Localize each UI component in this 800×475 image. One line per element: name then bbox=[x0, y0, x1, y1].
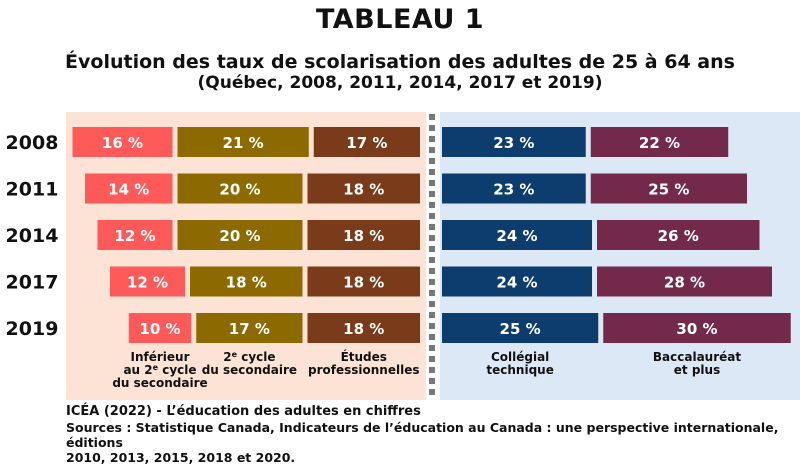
value-label-inf-2014: 12 % bbox=[114, 227, 155, 245]
category-label-col: Collégial technique bbox=[486, 350, 553, 377]
left-panel-background bbox=[66, 112, 426, 400]
value-label-pro-2008: 17 % bbox=[346, 134, 387, 152]
bar-sec-2011 bbox=[177, 173, 303, 204]
bar-inf-2014 bbox=[97, 220, 173, 250]
year-label-2019: 2019 bbox=[6, 318, 59, 340]
bar-sec-2017 bbox=[190, 266, 303, 297]
value-label-col-2011: 23 % bbox=[493, 181, 534, 199]
value-label-pro-2014: 18 % bbox=[343, 227, 384, 245]
bar-bac-2019 bbox=[603, 313, 791, 343]
footer-sources-line1: Sources : Statistique Canada, Indicateur… bbox=[66, 420, 779, 450]
value-label-sec-2008: 21 % bbox=[223, 134, 264, 152]
bar-bac-2014 bbox=[597, 220, 760, 250]
bar-inf-2019 bbox=[128, 313, 192, 343]
value-label-inf-2019: 10 % bbox=[139, 320, 180, 338]
value-label-bac-2019: 30 % bbox=[676, 320, 717, 338]
value-label-col-2019: 25 % bbox=[500, 320, 541, 338]
bar-col-2017 bbox=[442, 266, 592, 297]
value-label-pro-2011: 18 % bbox=[343, 181, 384, 199]
value-label-col-2014: 24 % bbox=[496, 227, 537, 245]
bar-sec-2014 bbox=[177, 220, 303, 250]
category-label-pro: Études professionnelles bbox=[308, 349, 420, 377]
value-label-inf-2011: 14 % bbox=[108, 181, 149, 199]
value-label-sec-2019: 17 % bbox=[229, 320, 270, 338]
chart-marks: 17 % 21 % 16 % 23 % 22 % 18 % 20 % 14 % 23 % 25 %… bbox=[72, 127, 791, 343]
value-label-pro-2019: 18 % bbox=[343, 320, 384, 338]
bar-sec-2019 bbox=[196, 313, 303, 343]
bar-pro-2011 bbox=[307, 173, 420, 204]
right-panel-background bbox=[440, 112, 800, 400]
value-label-sec-2011: 20 % bbox=[219, 181, 260, 199]
bar-col-2014 bbox=[442, 220, 592, 250]
bar-inf-2008 bbox=[72, 127, 173, 157]
value-label-sec-2017: 18 % bbox=[226, 274, 267, 292]
bar-bac-2011 bbox=[590, 173, 747, 204]
footer: ICÉA (2022) - L’éducation des adultes en… bbox=[66, 404, 796, 465]
bar-inf-2011 bbox=[85, 173, 173, 204]
bar-pro-2014 bbox=[307, 220, 420, 250]
value-label-bac-2008: 22 % bbox=[639, 134, 680, 152]
category-label-bac: Baccalauréat et plus bbox=[653, 350, 741, 377]
value-label-sec-2014: 20 % bbox=[219, 227, 260, 245]
bar-col-2019 bbox=[442, 313, 599, 343]
year-label-2017: 2017 bbox=[6, 272, 59, 294]
bar-bac-2017 bbox=[597, 266, 772, 297]
year-labels: 2008 2011 2014 2017 2019 bbox=[6, 132, 59, 340]
value-label-bac-2017: 28 % bbox=[664, 274, 705, 292]
chart-title: TABLEAU 1 bbox=[315, 4, 485, 35]
value-label-pro-2017: 18 % bbox=[343, 274, 384, 292]
bar-bac-2008 bbox=[590, 127, 729, 157]
category-label-inf: Inférieur au 2e cycle du secondaire bbox=[112, 350, 207, 390]
value-label-col-2017: 24 % bbox=[496, 274, 537, 292]
bar-pro-2017 bbox=[307, 266, 420, 297]
value-label-inf-2017: 12 % bbox=[127, 274, 168, 292]
bar-pro-2008 bbox=[313, 127, 420, 157]
bar-sec-2008 bbox=[177, 127, 309, 157]
chart-subtitle: Évolution des taux de scolarisation des … bbox=[65, 51, 735, 73]
bar-pro-2019 bbox=[307, 313, 420, 343]
chart-subtitle-period: (Québec, 2008, 2011, 2014, 2017 et 2019) bbox=[197, 73, 603, 93]
category-label-sec: 2e cycle du secondaire bbox=[202, 350, 297, 378]
footer-reference: ICÉA (2022) - L’éducation des adultes en… bbox=[66, 404, 421, 419]
value-label-bac-2011: 25 % bbox=[648, 181, 689, 199]
bar-col-2011 bbox=[442, 173, 586, 204]
footer-sources-line2: 2010, 2013, 2015, 2018 et 2020. bbox=[66, 450, 296, 465]
value-label-inf-2008: 16 % bbox=[102, 134, 143, 152]
year-label-2014: 2014 bbox=[6, 225, 59, 247]
bar-inf-2017 bbox=[110, 266, 185, 297]
year-label-2011: 2011 bbox=[6, 179, 59, 201]
year-label-2008: 2008 bbox=[6, 132, 59, 154]
value-label-bac-2014: 26 % bbox=[658, 227, 699, 245]
value-label-col-2008: 23 % bbox=[493, 134, 534, 152]
bar-col-2008 bbox=[442, 127, 586, 157]
